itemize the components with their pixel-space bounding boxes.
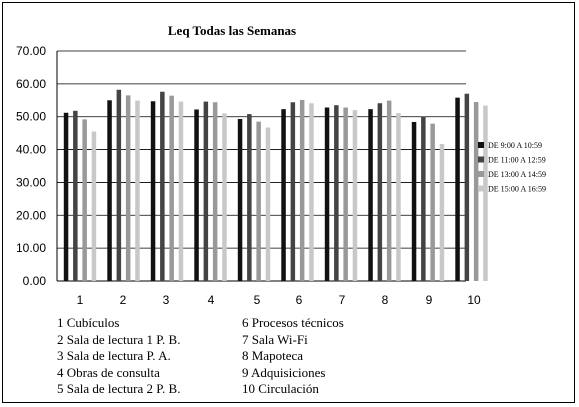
bar-s4-c10 bbox=[483, 105, 488, 282]
y-tick-label: 10.00 bbox=[16, 241, 46, 255]
bar-s3-c1 bbox=[82, 119, 87, 281]
legend-entry: DE 13:00 A 14:59 bbox=[488, 170, 546, 179]
chart-frame bbox=[2, 2, 575, 403]
bar-s4-c5 bbox=[265, 127, 271, 281]
legend-swatch bbox=[478, 171, 484, 177]
legend-swatch bbox=[478, 185, 484, 192]
legend-swatch bbox=[478, 142, 484, 148]
bar-s2-c4 bbox=[203, 101, 209, 281]
bar-s4-c2 bbox=[135, 100, 140, 281]
x-tick-label: 2 bbox=[120, 293, 127, 307]
bar-s3-c10 bbox=[473, 101, 479, 281]
x-tick-label: 3 bbox=[163, 293, 170, 307]
bar-s4-c3 bbox=[178, 101, 184, 281]
x-tick-label: 10 bbox=[467, 293, 481, 307]
chart-title: Leq Todas las Semanas bbox=[168, 23, 296, 38]
x-tick-label: 8 bbox=[382, 293, 389, 307]
bar-s1-c9 bbox=[411, 121, 417, 281]
x-tick-label: 6 bbox=[296, 293, 303, 307]
bar-s1-c2 bbox=[107, 100, 112, 282]
y-tick-label: 30.00 bbox=[16, 175, 46, 189]
bar-s2-c5 bbox=[247, 114, 252, 281]
legend-entry: DE 9:00 A 10:59 bbox=[488, 141, 542, 150]
bar-s3-c9 bbox=[430, 123, 435, 281]
y-tick-label: 50.00 bbox=[16, 110, 46, 124]
bar-s4-c9 bbox=[439, 143, 445, 281]
y-tick-label: 70.00 bbox=[16, 44, 46, 58]
y-tick-label: 40.00 bbox=[16, 143, 46, 157]
bar-s4-c6 bbox=[309, 103, 314, 281]
bar-s4-c7 bbox=[352, 110, 358, 282]
bar-s2-c6 bbox=[290, 102, 296, 281]
y-tick-label: 20.00 bbox=[16, 208, 46, 222]
bar-s1-c6 bbox=[281, 109, 286, 282]
bar-s1-c8 bbox=[368, 109, 373, 282]
bar-s2-c7 bbox=[334, 105, 339, 281]
bar-s3-c5 bbox=[256, 121, 261, 282]
bar-s3-c7 bbox=[343, 107, 348, 281]
x-tick-label: 9 bbox=[426, 293, 433, 307]
legend-entry: DE 15:00 A 16:59 bbox=[488, 185, 546, 194]
bar-s3-c4 bbox=[212, 102, 218, 281]
legend-entry: DE 11:00 A 12:59 bbox=[488, 156, 546, 165]
x-tick-label: 5 bbox=[254, 293, 261, 307]
bar-s2-c1 bbox=[73, 110, 78, 281]
bar-s4-c1 bbox=[91, 131, 97, 281]
bar-s2-c10 bbox=[464, 93, 470, 281]
y-tick-label: 60.00 bbox=[16, 77, 46, 91]
x-tick-label: 7 bbox=[339, 293, 346, 307]
y-tick-label: 0.00 bbox=[23, 274, 47, 288]
bar-s2-c9 bbox=[421, 116, 426, 281]
bar-s2-c2 bbox=[116, 89, 122, 282]
bar-s1-c10 bbox=[455, 97, 460, 282]
bar-s4-c4 bbox=[222, 113, 227, 281]
bar-s1-c3 bbox=[150, 101, 156, 282]
bar-s1-c4 bbox=[194, 109, 199, 281]
bar-s2-c3 bbox=[160, 91, 165, 281]
x-tick-label: 4 bbox=[208, 293, 215, 307]
bar-s3-c6 bbox=[299, 99, 305, 281]
bar-s3-c2 bbox=[125, 95, 131, 281]
bar-s3-c3 bbox=[169, 95, 174, 281]
legend-swatch bbox=[478, 156, 484, 163]
bar-s1-c5 bbox=[237, 119, 243, 281]
bar-s3-c8 bbox=[386, 100, 392, 281]
bar-s1-c7 bbox=[324, 107, 330, 281]
bar-s1-c1 bbox=[63, 112, 69, 282]
bar-s4-c8 bbox=[396, 113, 401, 281]
bar-s2-c8 bbox=[377, 103, 383, 281]
x-tick-label: 1 bbox=[77, 293, 84, 307]
